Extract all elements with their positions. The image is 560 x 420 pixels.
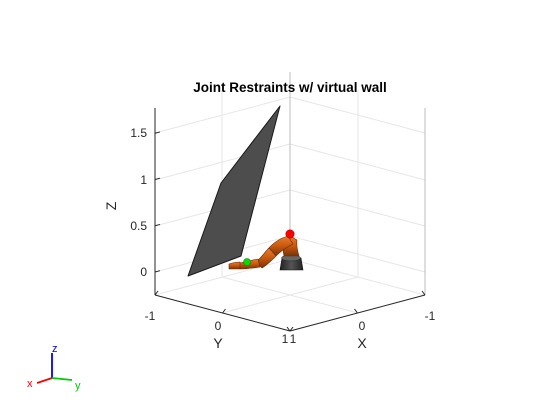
- y-axis-label: Y: [213, 335, 223, 351]
- y-tick-mark-1: [222, 308, 226, 314]
- y-tick-0: 0: [215, 319, 222, 333]
- z-tick-0: 0: [140, 265, 147, 279]
- triad-x-label: x: [27, 378, 33, 390]
- triad-x-axis: [36, 377, 53, 384]
- x-tick-neg1: -1: [425, 309, 436, 323]
- z-tick-mark-2: [154, 177, 161, 180]
- y-tick-neg1: -1: [145, 309, 156, 323]
- y-tick-labels: -1 0 1: [145, 309, 289, 346]
- z-tick-0.5: 0.5: [130, 219, 147, 233]
- triad-y-label: y: [75, 380, 81, 392]
- x-tick-1: 1: [290, 332, 297, 346]
- z-tick-mark-1: [154, 223, 161, 227]
- x-tick-labels: 1 0 -1: [290, 309, 436, 346]
- z-axis-label: Z: [103, 201, 119, 210]
- z-tick-1: 1: [140, 173, 147, 187]
- x-tick-mark-2: [421, 290, 426, 296]
- orientation-triad: z y x: [27, 343, 81, 392]
- target-marker: [285, 229, 295, 239]
- z-tick-mark-0: [154, 270, 161, 273]
- z-tick-1.5: 1.5: [130, 126, 147, 140]
- x-tick-mark-1: [354, 308, 358, 314]
- chart-title: Joint Restraints w/ virtual wall: [193, 80, 387, 95]
- z-tick-mark-3: [154, 131, 161, 134]
- tick-marks: [154, 131, 426, 332]
- robot-arm: [228, 229, 304, 271]
- z-tick-labels: 0 0.5 1 1.5: [130, 126, 147, 279]
- y-tick-1: 1: [282, 332, 289, 346]
- x-axis-label: X: [357, 335, 367, 351]
- robot-link-5: [228, 261, 241, 270]
- x-tick-0: 0: [359, 319, 366, 333]
- x-tick-mark-0: [286, 326, 291, 332]
- triad-y-axis: [51, 377, 73, 381]
- y-tick-mark-2: [289, 326, 294, 332]
- end-effector-marker: [243, 258, 251, 266]
- virtual-wall-plane: [187, 105, 281, 277]
- robot-link-3: [255, 247, 277, 269]
- y-tick-mark-0: [154, 290, 159, 296]
- triad-z-label: z: [52, 343, 58, 355]
